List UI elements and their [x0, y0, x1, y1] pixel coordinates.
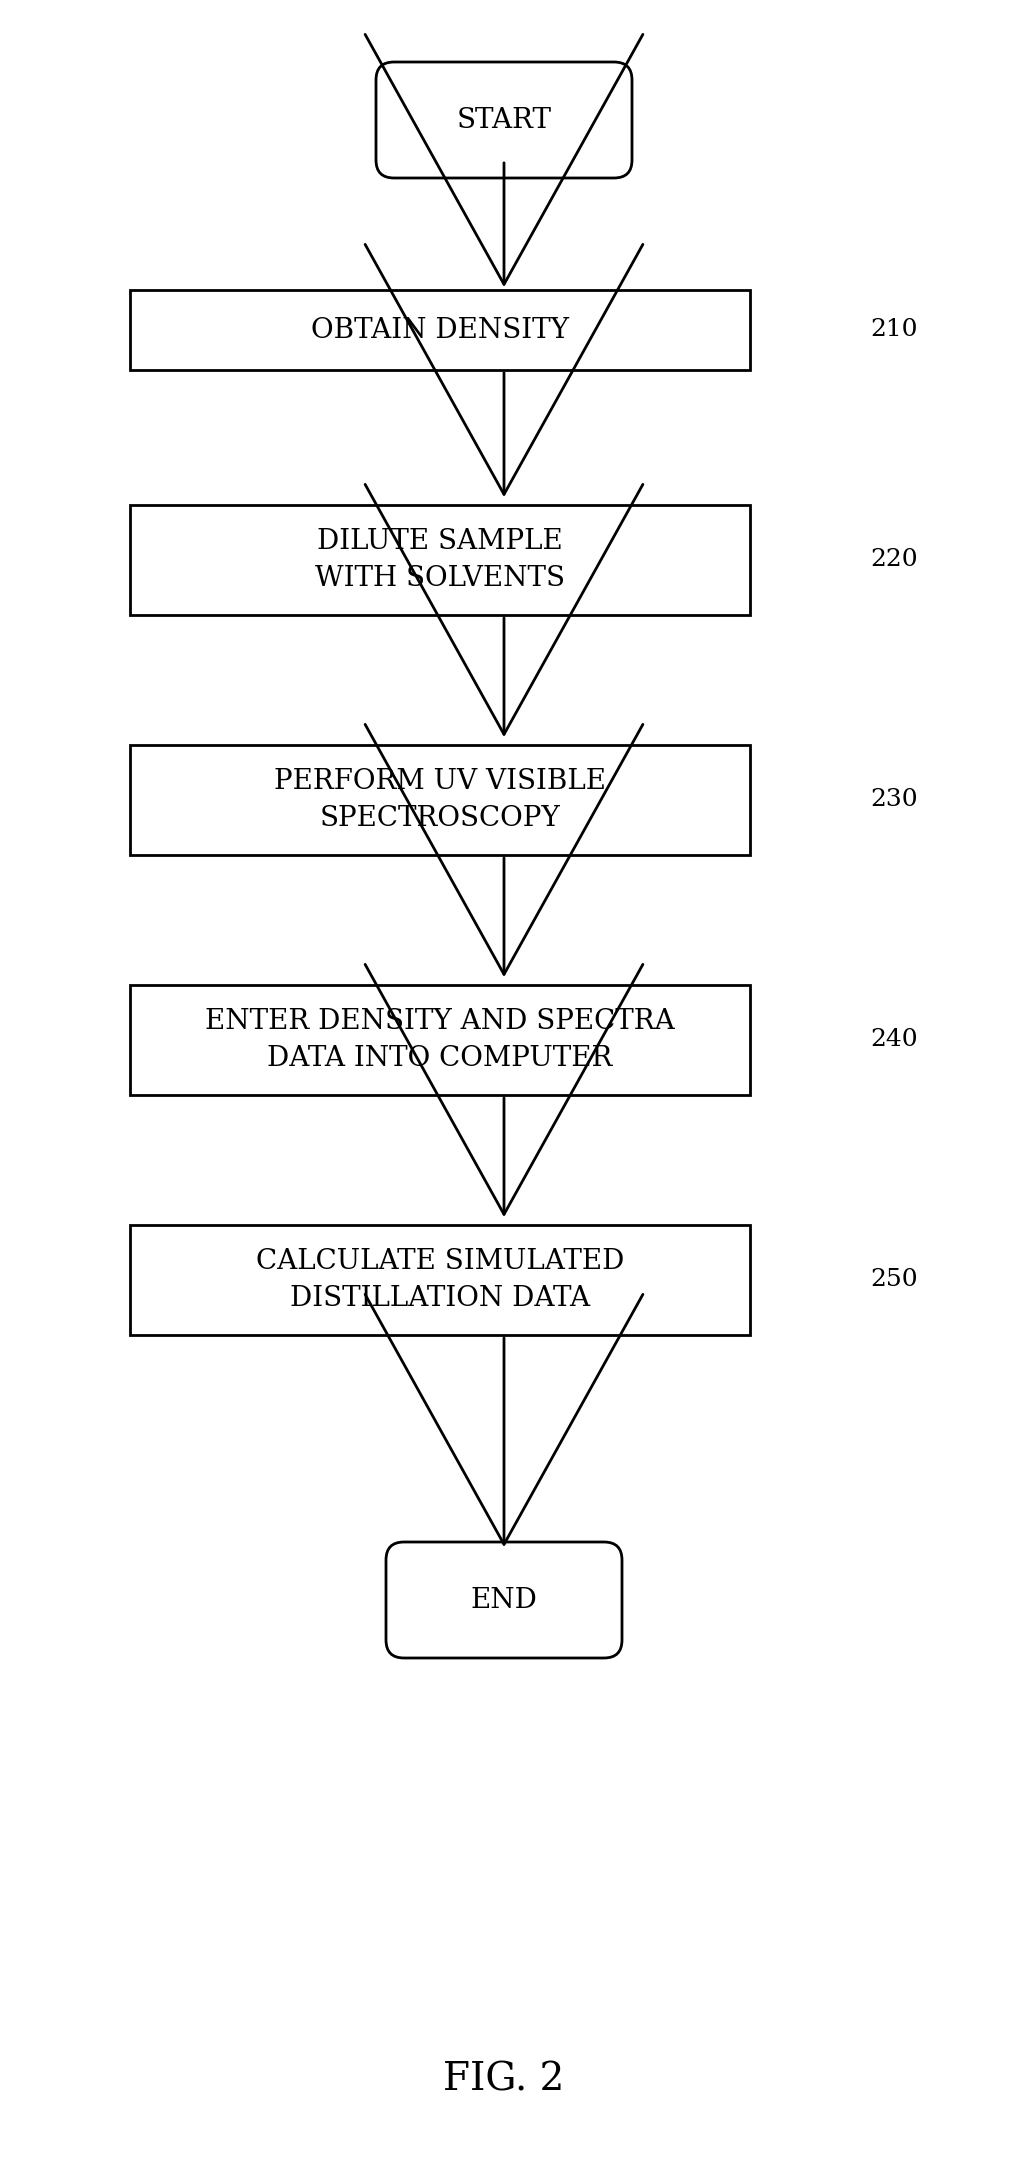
Text: END: END — [470, 1587, 538, 1613]
Bar — [130, 290, 750, 370]
Text: CALCULATE SIMULATED
DISTILLATION DATA: CALCULATE SIMULATED DISTILLATION DATA — [256, 1247, 625, 1313]
Text: OBTAIN DENSITY: OBTAIN DENSITY — [311, 316, 569, 344]
Bar — [130, 745, 750, 856]
Text: 230: 230 — [870, 788, 917, 812]
Text: FIG. 2: FIG. 2 — [443, 2062, 565, 2099]
Bar — [130, 984, 750, 1095]
Text: 250: 250 — [870, 1269, 917, 1291]
Text: START: START — [456, 107, 552, 133]
Text: 220: 220 — [870, 549, 917, 573]
FancyBboxPatch shape — [386, 1541, 622, 1659]
Text: DILUTE SAMPLE
WITH SOLVENTS: DILUTE SAMPLE WITH SOLVENTS — [315, 527, 565, 592]
Text: 210: 210 — [870, 318, 917, 342]
FancyBboxPatch shape — [376, 61, 632, 179]
Text: ENTER DENSITY AND SPECTRA
DATA INTO COMPUTER: ENTER DENSITY AND SPECTRA DATA INTO COMP… — [205, 1008, 675, 1073]
Text: 240: 240 — [870, 1028, 917, 1051]
Text: PERFORM UV VISIBLE
SPECTROSCOPY: PERFORM UV VISIBLE SPECTROSCOPY — [274, 768, 606, 832]
Bar — [130, 1226, 750, 1335]
Bar — [130, 505, 750, 614]
